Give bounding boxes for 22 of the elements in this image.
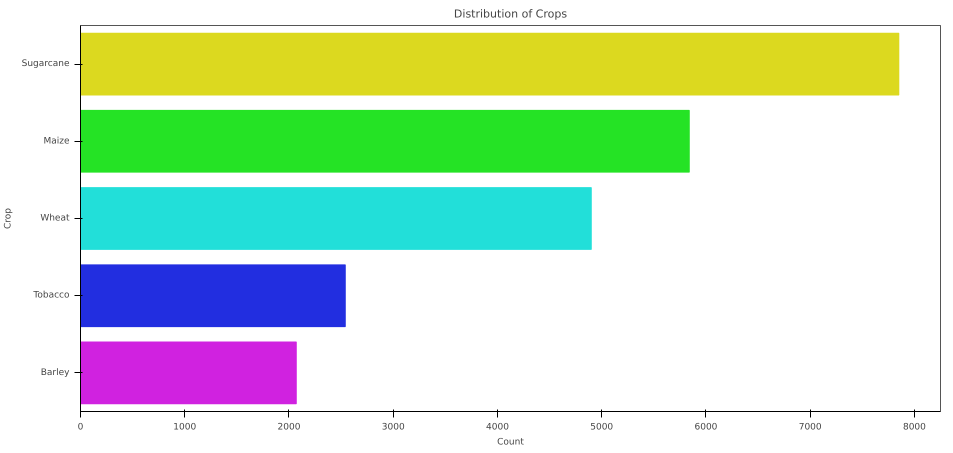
y-tick-label: Tobacco xyxy=(32,290,70,301)
bar xyxy=(80,110,690,173)
x-tick-label: 8000 xyxy=(902,422,926,432)
x-tick-label: 2000 xyxy=(278,422,301,432)
y-tick-label: Sugarcane xyxy=(22,59,70,70)
bar xyxy=(80,264,346,328)
chart-title: Distribution of Crops xyxy=(454,8,568,20)
bar xyxy=(80,187,592,250)
x-tick-label: 0 xyxy=(78,422,84,432)
x-tick-label: 4000 xyxy=(486,422,510,432)
y-tick-label: Wheat xyxy=(40,214,70,224)
bar xyxy=(80,32,900,96)
x-tick-label: 3000 xyxy=(382,422,405,432)
x-tick-label: 6000 xyxy=(694,422,718,432)
y-tick-label: Maize xyxy=(43,136,70,146)
x-tick-label: 5000 xyxy=(590,422,614,432)
x-tick-label: 7000 xyxy=(798,422,822,432)
y-axis-title: Crop xyxy=(4,208,14,230)
bar xyxy=(80,342,297,404)
y-tick-label: Barley xyxy=(40,368,70,378)
x-axis-title: Count xyxy=(497,438,524,448)
x-tick-label: 1000 xyxy=(173,422,196,432)
